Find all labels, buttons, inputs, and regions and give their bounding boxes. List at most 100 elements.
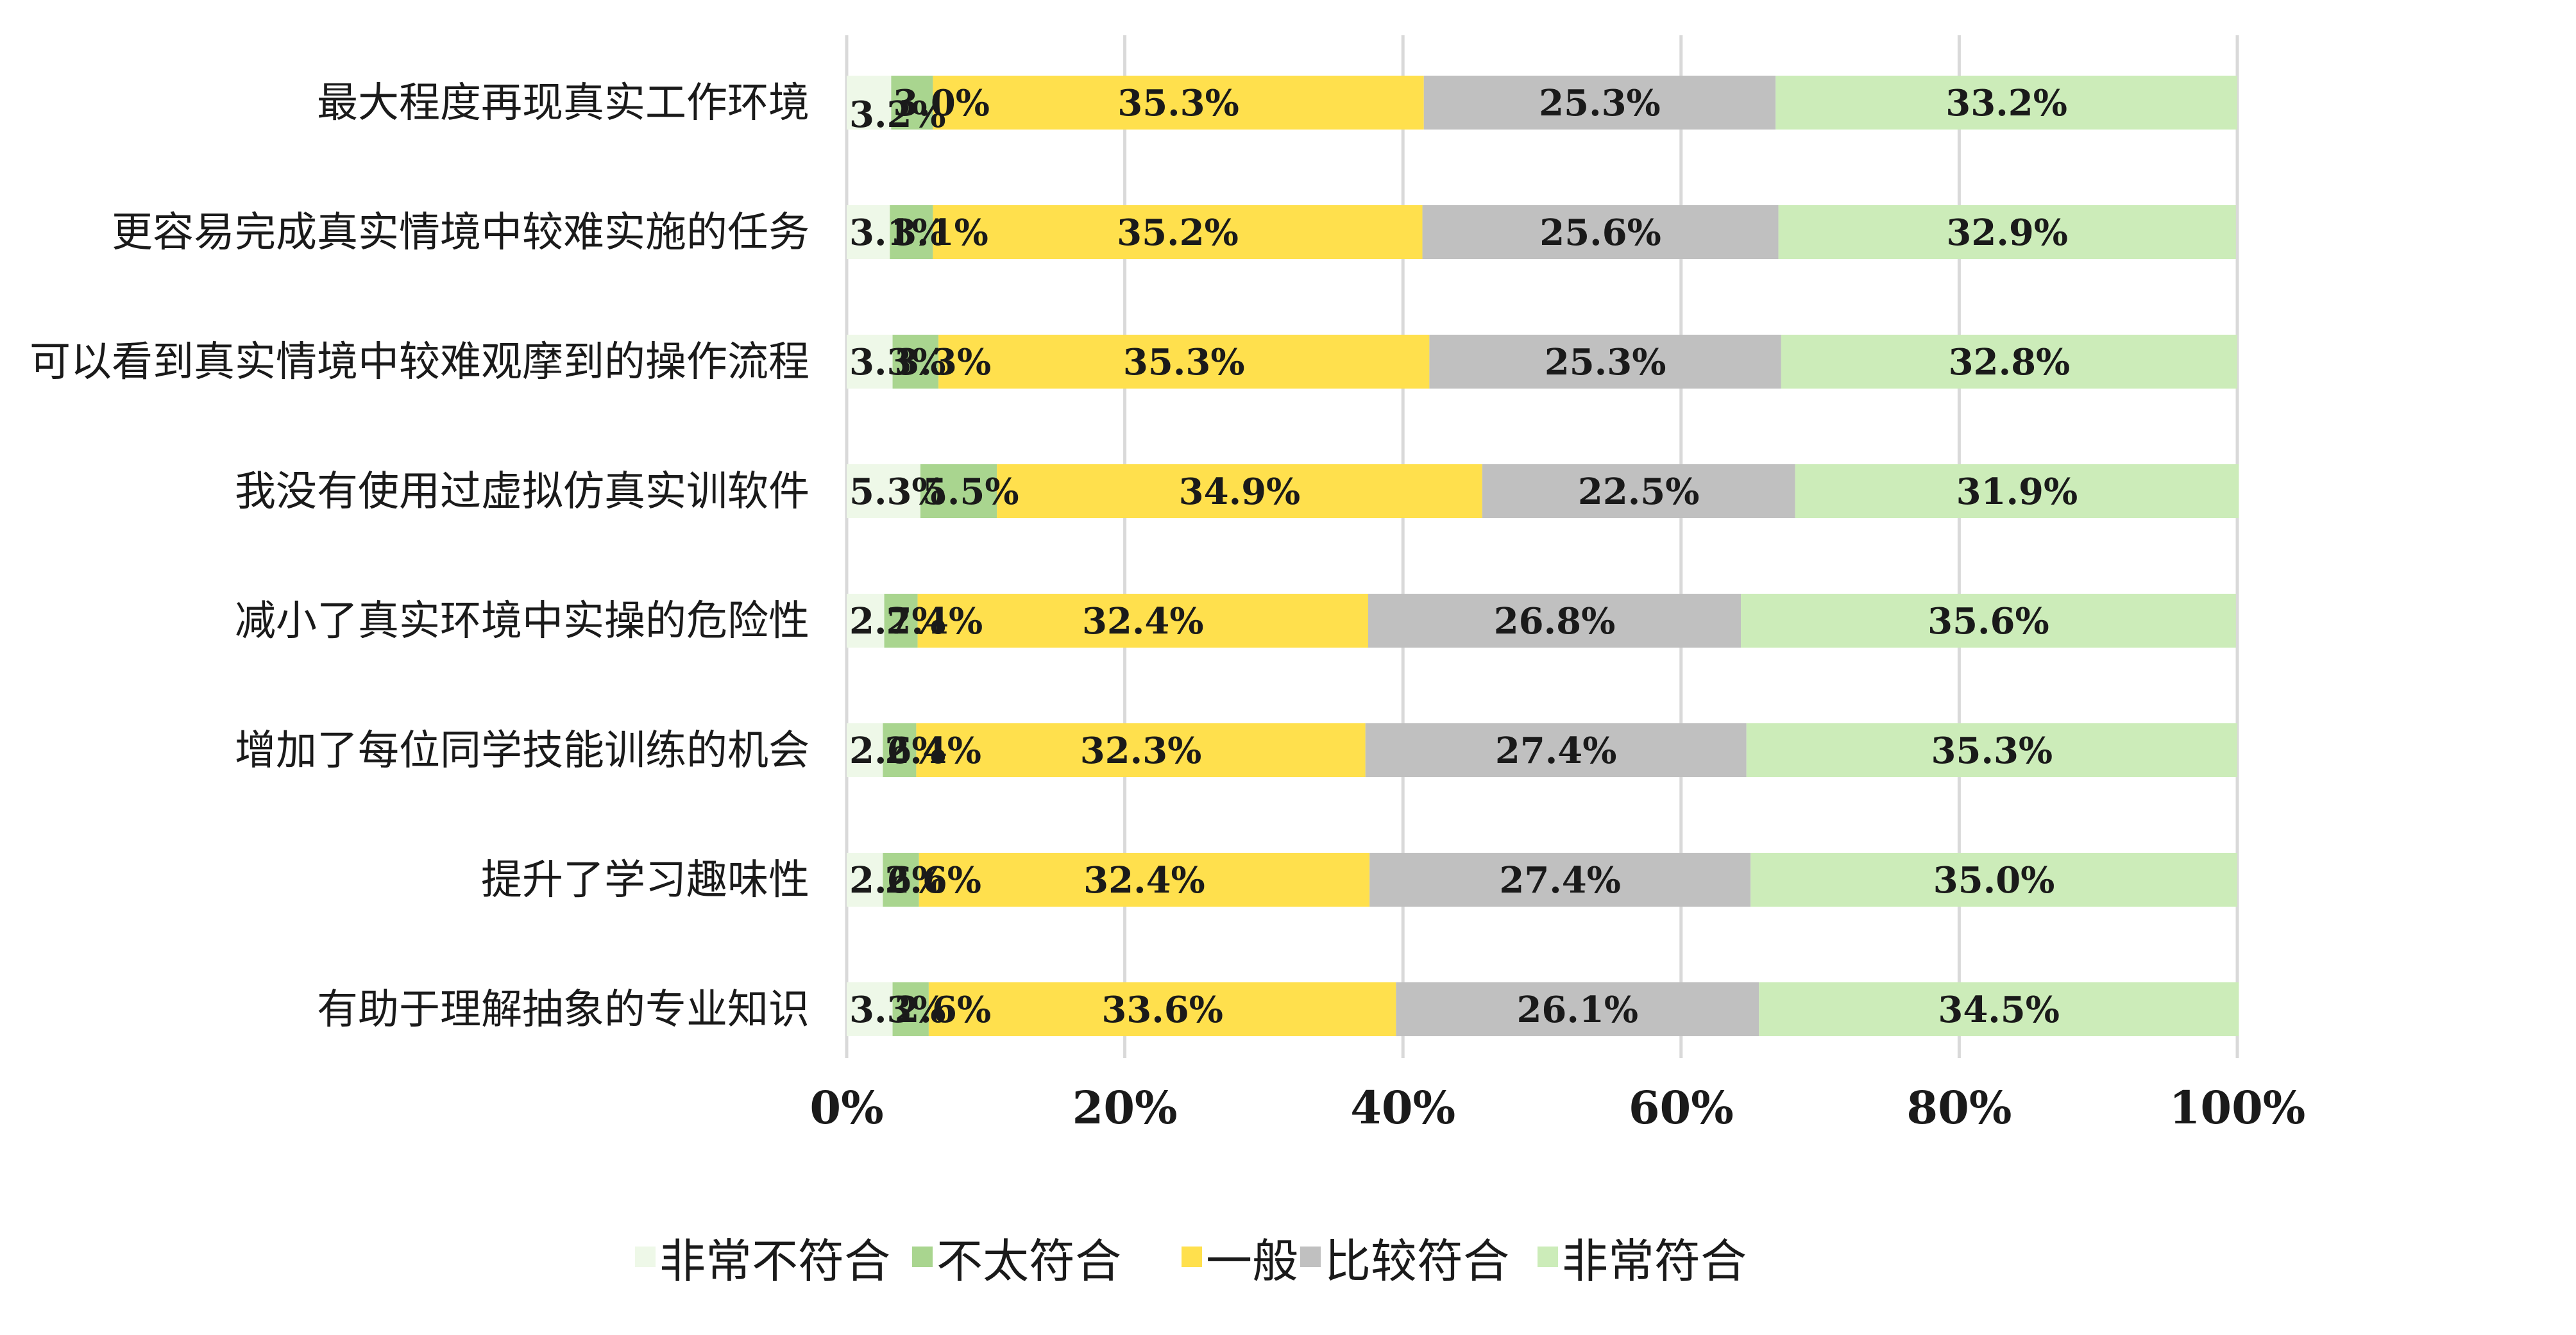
category-label: 有助于理解抽象的专业知识 bbox=[317, 986, 809, 1034]
bar-segment bbox=[883, 723, 917, 777]
bar-segment bbox=[847, 982, 893, 1036]
category-label: 增加了每位同学技能训练的机会 bbox=[235, 727, 809, 775]
data-label: 32.4% bbox=[1082, 600, 1204, 642]
category-label: 减小了真实环境中实操的危险性 bbox=[235, 598, 809, 645]
bar-segment bbox=[847, 594, 885, 648]
legend: 非常不符合 不太符合 一般 比较符合 非常符合 bbox=[635, 1234, 1747, 1288]
data-label: 35.3% bbox=[1123, 341, 1245, 383]
data-label: 3.3% bbox=[849, 989, 946, 1031]
data-label: 3.1% bbox=[892, 212, 988, 254]
bar-segment bbox=[1741, 594, 2236, 648]
data-label: 25.6% bbox=[1539, 212, 1661, 254]
bar-segment bbox=[1482, 464, 1795, 518]
data-label: 5.3% bbox=[849, 471, 946, 513]
bar-segment bbox=[933, 76, 1424, 130]
data-label: 2.4% bbox=[886, 600, 983, 642]
x-tick-label: 100% bbox=[2169, 1081, 2306, 1134]
legend-swatch bbox=[635, 1247, 656, 1267]
bar-segment bbox=[847, 335, 893, 389]
data-labels: 3.2%3.0% 35.3% 25.3% 33.2% 3.1%3.1% 35.2% 25.6… bbox=[849, 82, 2078, 1031]
data-label: 25.3% bbox=[1545, 341, 1666, 383]
data-label: 2.6% bbox=[849, 730, 946, 772]
bar-segment bbox=[890, 205, 933, 259]
data-label: 35.0% bbox=[1933, 859, 2055, 902]
data-label: 34.9% bbox=[1179, 471, 1301, 513]
x-tick-label: 60% bbox=[1629, 1081, 1734, 1134]
data-label: 2.6% bbox=[885, 859, 981, 902]
bar-segment bbox=[1778, 205, 2236, 259]
bar-segment bbox=[847, 853, 883, 907]
data-label: 35.3% bbox=[1931, 730, 2053, 772]
bar-segment bbox=[884, 594, 918, 648]
bars bbox=[847, 76, 2239, 1036]
bar-segment bbox=[1369, 853, 1751, 907]
data-label: 3.3% bbox=[895, 341, 992, 383]
bar-segment bbox=[997, 464, 1482, 518]
data-label: 35.2% bbox=[1117, 212, 1239, 254]
bar-segment bbox=[1759, 982, 2239, 1036]
data-label: 26.1% bbox=[1516, 989, 1638, 1031]
legend-swatch bbox=[1538, 1247, 1558, 1267]
bar-segment bbox=[1795, 464, 2239, 518]
x-tick-label: 40% bbox=[1350, 1081, 1455, 1134]
bar-segment bbox=[938, 335, 1430, 389]
bar-segment bbox=[1746, 723, 2237, 777]
legend-label: 非常不符合 bbox=[659, 1234, 890, 1288]
data-label: 27.4% bbox=[1499, 859, 1621, 902]
category-label: 最大程度再现真实工作环境 bbox=[317, 80, 809, 127]
bar-segment bbox=[847, 464, 920, 518]
bar-segment bbox=[847, 723, 883, 777]
data-label: 3.0% bbox=[893, 82, 990, 124]
legend-label: 非常符合 bbox=[1562, 1234, 1747, 1288]
data-label: 25.3% bbox=[1539, 82, 1661, 124]
legend-swatch bbox=[1182, 1247, 1202, 1267]
bar-segment bbox=[1368, 594, 1741, 648]
bar-segment bbox=[1422, 205, 1779, 259]
bar-segment bbox=[1365, 723, 1747, 777]
bar-segment bbox=[1396, 982, 1759, 1036]
bar-segment bbox=[847, 205, 890, 259]
data-label: 35.3% bbox=[1117, 82, 1239, 124]
data-label: 32.4% bbox=[1083, 859, 1205, 902]
data-label: 33.6% bbox=[1101, 989, 1223, 1031]
data-label: 22.5% bbox=[1578, 471, 1700, 513]
x-axis-ticks: 0% 20% 40% 60% 80% 100% bbox=[809, 1081, 2305, 1134]
bar-segment bbox=[1429, 335, 1781, 389]
bar-segment bbox=[847, 76, 892, 130]
legend-swatch bbox=[1300, 1247, 1321, 1267]
bar-segment bbox=[917, 594, 1368, 648]
data-label: 27.4% bbox=[1495, 730, 1617, 772]
bar-segment bbox=[1781, 335, 2237, 389]
bar-segment bbox=[933, 205, 1423, 259]
data-label: 35.6% bbox=[1928, 600, 2049, 642]
legend-label: 不太符合 bbox=[936, 1234, 1121, 1288]
data-label: 26.8% bbox=[1494, 600, 1616, 642]
data-label: 32.8% bbox=[1949, 341, 2071, 383]
legend-label: 比较符合 bbox=[1325, 1234, 1509, 1288]
bar-segment bbox=[1750, 853, 2237, 907]
data-label: 2.6% bbox=[849, 859, 946, 902]
data-label: 32.9% bbox=[1946, 212, 2068, 254]
bar-segment bbox=[1775, 76, 2237, 130]
data-label: 32.3% bbox=[1080, 730, 1202, 772]
x-tick-label: 80% bbox=[1906, 1081, 2012, 1134]
data-label: 5.5% bbox=[922, 471, 1019, 513]
data-label: 3.2% bbox=[849, 94, 946, 136]
data-label: 33.2% bbox=[1945, 82, 2067, 124]
x-tick-label: 0% bbox=[809, 1081, 883, 1134]
category-label: 我没有使用过虚拟仿真实训软件 bbox=[235, 468, 809, 516]
bar-segment bbox=[920, 464, 997, 518]
data-label: 2.4% bbox=[885, 730, 981, 772]
bar-segment bbox=[891, 76, 933, 130]
data-label: 2.6% bbox=[895, 989, 992, 1031]
bar-segment bbox=[919, 853, 1370, 907]
bar-segment bbox=[916, 723, 1366, 777]
legend-label: 一般 bbox=[1206, 1234, 1298, 1288]
data-label: 3.1% bbox=[849, 212, 946, 254]
legend-swatch bbox=[912, 1247, 933, 1267]
data-label: 31.9% bbox=[1956, 471, 2078, 513]
data-label: 3.3% bbox=[849, 341, 946, 383]
bar-segment bbox=[928, 982, 1396, 1036]
